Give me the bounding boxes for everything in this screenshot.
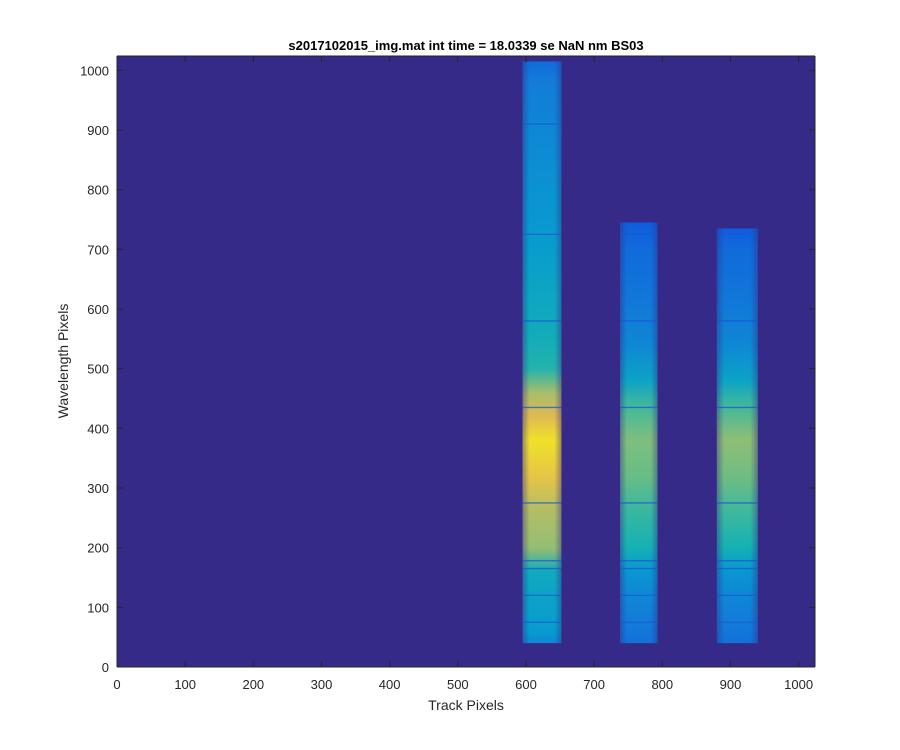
y-tick-label: 500 xyxy=(87,362,109,377)
y-tick-label: 700 xyxy=(87,242,109,257)
spectrum-band-2-edge xyxy=(620,222,658,644)
x-tick-label: 0 xyxy=(113,677,120,692)
x-tick-label: 900 xyxy=(720,677,742,692)
x-tick-label: 800 xyxy=(651,677,673,692)
chart-title: s2017102015_img.mat int time = 18.0339 s… xyxy=(288,38,643,53)
x-tick-label: 700 xyxy=(583,677,605,692)
x-axis-label: Track Pixels xyxy=(428,697,504,713)
y-axis-label: Wavelength Pixels xyxy=(55,304,71,419)
y-tick-label: 100 xyxy=(87,600,109,615)
x-tick-label: 500 xyxy=(447,677,469,692)
y-tick-label: 900 xyxy=(87,123,109,138)
y-tick-label: 600 xyxy=(87,302,109,317)
y-tick-label: 300 xyxy=(87,481,109,496)
y-tick-label: 1000 xyxy=(80,63,109,78)
x-tick-label: 600 xyxy=(515,677,537,692)
y-tick-label: 200 xyxy=(87,541,109,556)
x-tick-label: 400 xyxy=(379,677,401,692)
heatmap-background xyxy=(117,56,815,667)
spectrum-band-3-edge xyxy=(716,228,758,644)
y-tick-label: 800 xyxy=(87,183,109,198)
x-tick-label: 200 xyxy=(242,677,264,692)
x-tick-label: 1000 xyxy=(784,677,813,692)
axes: 0 100 200 300 400 500 600 700 800 900 1000 0 100 200 3… xyxy=(80,55,816,692)
heatmap-plot xyxy=(117,56,815,667)
y-tick-label: 0 xyxy=(102,660,109,675)
x-tick-label: 100 xyxy=(174,677,196,692)
x-tick-label: 300 xyxy=(311,677,333,692)
y-tick-label: 400 xyxy=(87,421,109,436)
spectrum-band-1-edge xyxy=(522,61,562,644)
